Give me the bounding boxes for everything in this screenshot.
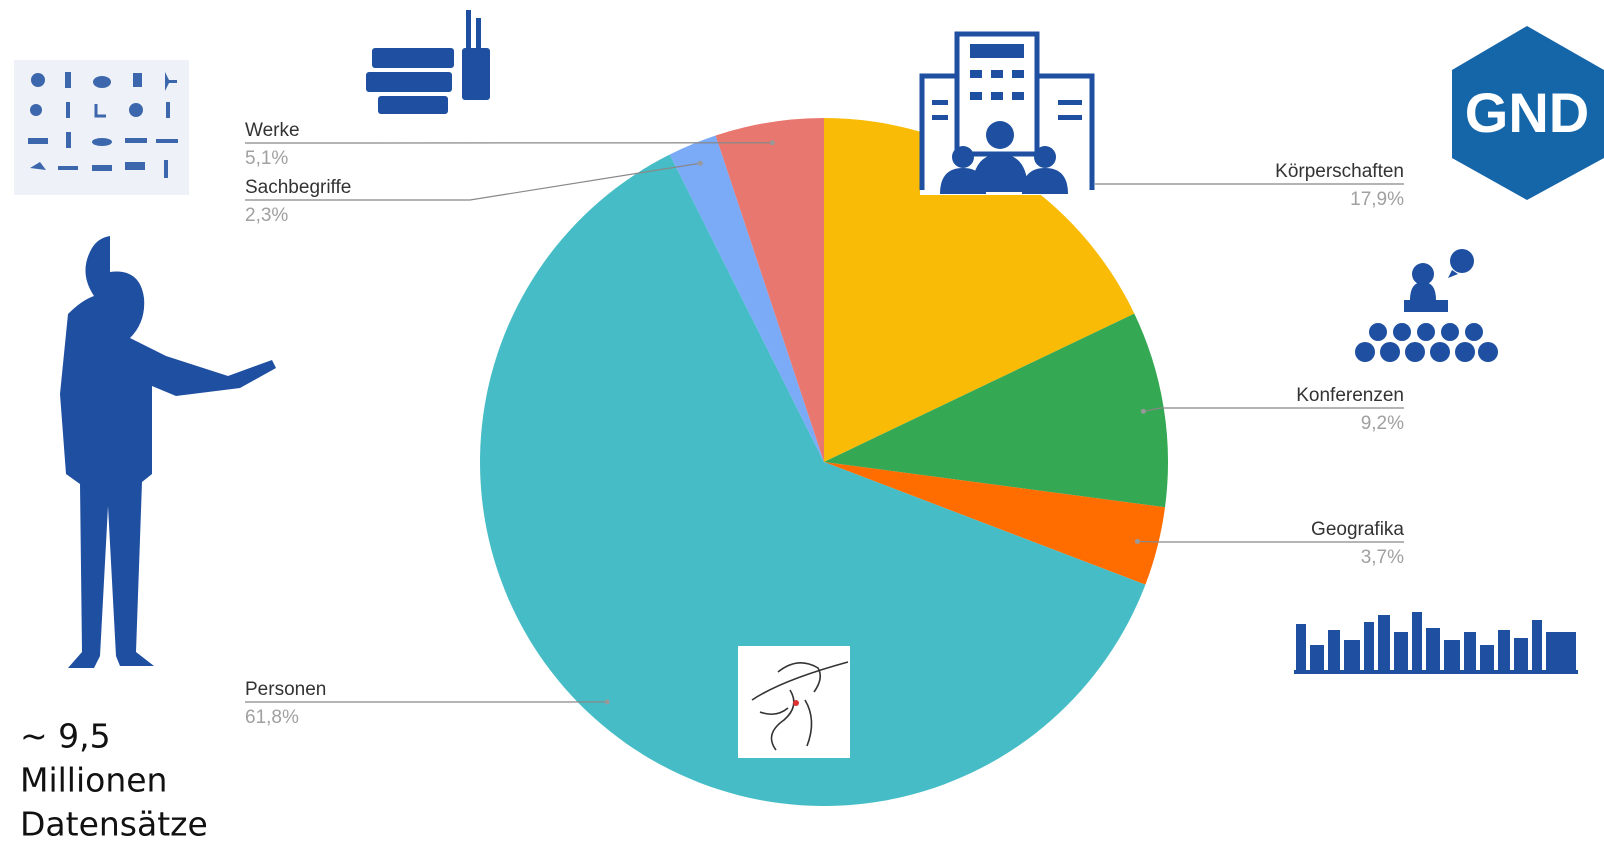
- leader-dot: [604, 699, 610, 705]
- leader-dot: [769, 140, 775, 146]
- slice-label: Konferenzen: [1296, 385, 1404, 406]
- building-icon: [919, 30, 1095, 195]
- slice-value-label: 2,3%: [245, 205, 288, 226]
- pie-slice: [480, 154, 1146, 806]
- slice-label: Sachbegriffe: [245, 177, 351, 198]
- slice-value-label: 17,9%: [1350, 189, 1404, 210]
- slice-value-label: 5,1%: [245, 148, 288, 169]
- total-annotation: ~ 9,5 Millionen Datensätze: [20, 717, 208, 844]
- slice-label: Werke: [245, 120, 300, 141]
- annotation-line: ~ 9,5: [20, 717, 111, 756]
- slice-value-label: 61,8%: [245, 707, 299, 728]
- books-icon: [366, 10, 490, 114]
- leader-dot: [1140, 408, 1146, 414]
- slice-value-label: 9,2%: [1361, 413, 1404, 434]
- pictogram-grid: [14, 60, 189, 195]
- leader-dot: [697, 160, 703, 166]
- person-silhouette: [60, 236, 276, 668]
- slice-value-label: 3,7%: [1361, 547, 1404, 568]
- pie-slice: [715, 118, 824, 462]
- gnd-logo: GND: [1452, 26, 1604, 200]
- slice-label: Geografika: [1311, 519, 1404, 540]
- leader-line: [1143, 407, 1404, 413]
- skyline-icon: [1294, 612, 1578, 674]
- pie-slice: [824, 313, 1168, 508]
- leader-line: [1137, 540, 1404, 543]
- annotation-line: Datensätze: [20, 805, 208, 844]
- logo-text: GND: [1465, 81, 1589, 144]
- annotation-line: Millionen: [20, 761, 167, 800]
- pie-slice: [824, 462, 1166, 585]
- pie: [480, 118, 1168, 806]
- leader-line: [245, 162, 701, 201]
- pie-slice: [824, 118, 1135, 462]
- slice-label: Körperschaften: [1275, 161, 1404, 182]
- audience-icon: [1355, 249, 1498, 362]
- leader-dot: [1134, 538, 1140, 544]
- slice-label: Personen: [245, 679, 326, 700]
- pie-slice: [669, 135, 824, 462]
- portrait-icon: [738, 646, 850, 758]
